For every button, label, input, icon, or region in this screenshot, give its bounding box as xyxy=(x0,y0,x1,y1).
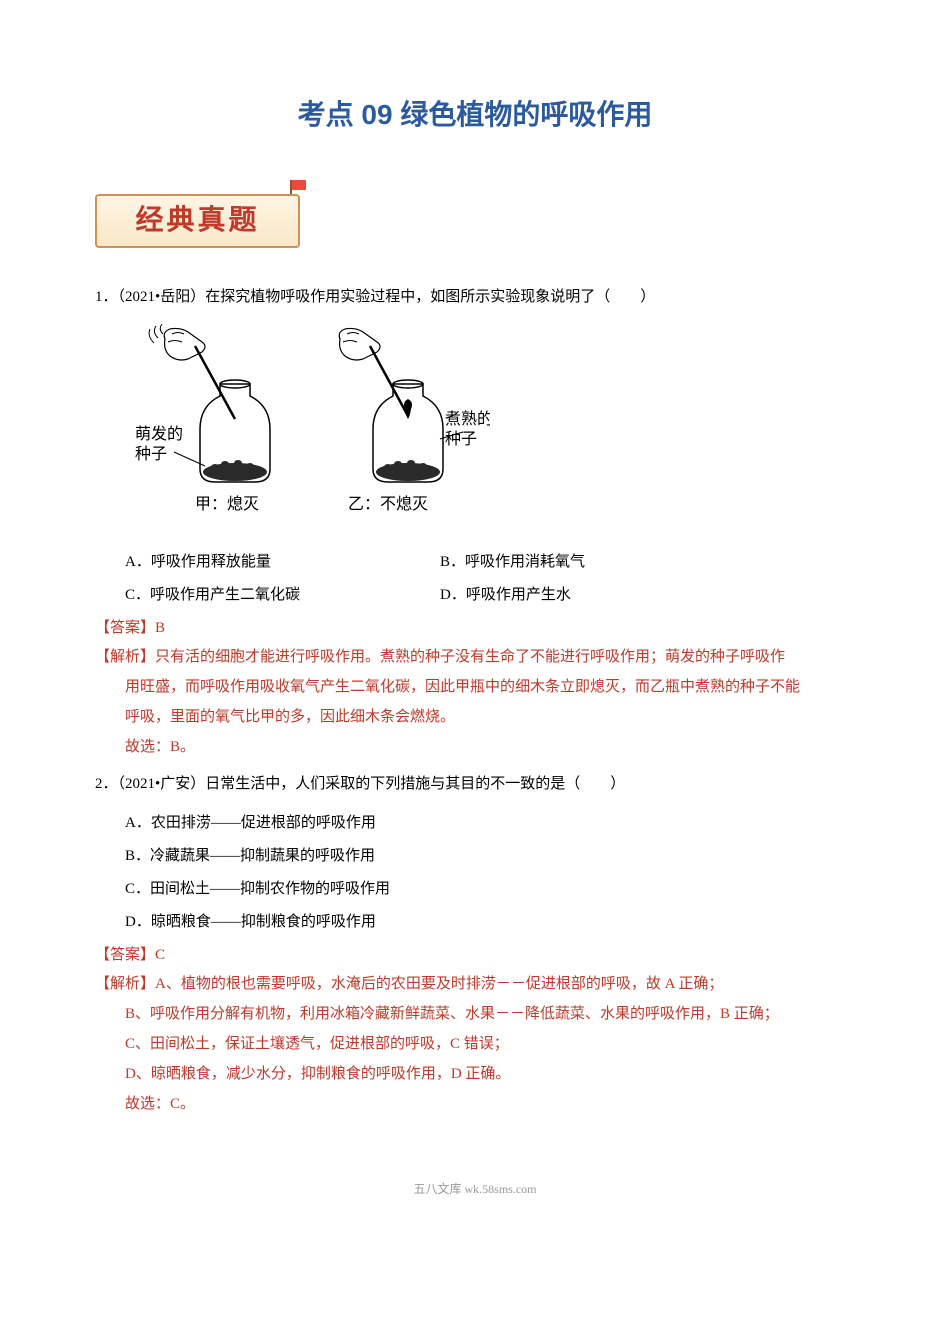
answer-prefix: 【答案】 xyxy=(95,947,155,963)
analysis-letter: A、 xyxy=(155,976,181,992)
option-b: B．冷藏蔬果——抑制蔬果的呼吸作用 xyxy=(125,843,855,870)
question-text: 在探究植物呼吸作用实验过程中，如图所示实验现象说明了（ ） xyxy=(205,289,655,305)
badge-container: 经典真题 xyxy=(95,180,855,258)
option-text: 呼吸作用消耗氧气 xyxy=(465,554,585,570)
analysis-block: 【解析】只有活的细胞才能进行呼吸作用。煮熟的种子没有生命了不能进行呼吸作用；萌发… xyxy=(95,642,855,762)
bottle-right-caption: 乙：不熄灭 xyxy=(348,495,428,513)
option-text: 呼吸作用产生水 xyxy=(466,587,571,603)
option-letter: D． xyxy=(440,587,466,603)
options-row-1: A．呼吸作用释放能量 B．呼吸作用消耗氧气 xyxy=(125,549,855,576)
analysis-text: 植物的根也需要呼吸，水淹后的农田要及时排涝－－促进根部的呼吸，故 A 正确； xyxy=(181,976,724,992)
question-source: （2021•广安） xyxy=(118,776,206,792)
analysis-text: 晾晒粮食，减少水分，抑制粮食的呼吸作用，D 正确。 xyxy=(151,1066,511,1082)
answer-line: 【答案】B xyxy=(95,615,855,642)
bottle-right-label-top: 煮熟的 xyxy=(445,410,490,428)
answer-value: C xyxy=(155,947,165,963)
option-text: 农田排涝——促进根部的呼吸作用 xyxy=(151,815,376,831)
bottle-left-label-bottom: 种子 xyxy=(135,445,167,463)
option-text: 冷藏蔬果——抑制蔬果的呼吸作用 xyxy=(150,848,375,864)
analysis-block: 【解析】A、植物的根也需要呼吸，水淹后的农田要及时排涝－－促进根部的呼吸，故 A… xyxy=(95,969,855,1119)
answer-line: 【答案】C xyxy=(95,942,855,969)
options-column: A．农田排涝——促进根部的呼吸作用 B．冷藏蔬果——抑制蔬果的呼吸作用 C．田间… xyxy=(125,810,855,936)
analysis-prefix: 【解析】 xyxy=(95,649,155,665)
option-letter: A． xyxy=(125,554,151,570)
hand-right-icon xyxy=(339,328,412,419)
option-d: D．呼吸作用产生水 xyxy=(440,582,571,609)
option-letter: B． xyxy=(440,554,465,570)
classic-questions-badge: 经典真题 xyxy=(95,180,300,248)
option-letter: A． xyxy=(125,815,151,831)
badge-box: 经典真题 xyxy=(95,194,300,248)
option-a: A．呼吸作用释放能量 xyxy=(125,549,440,576)
option-text: 晾晒粮食——抑制粮食的呼吸作用 xyxy=(151,914,376,930)
question-text: 日常生活中，人们采取的下列措施与其目的不一致的是（ ） xyxy=(205,776,625,792)
analysis-line-d: D、晾晒粮食，减少水分，抑制粮食的呼吸作用，D 正确。 xyxy=(125,1059,855,1089)
question-1: 1．（2021•岳阳）在探究植物呼吸作用实验过程中，如图所示实验现象说明了（ ） xyxy=(95,283,855,762)
analysis-letter: B、 xyxy=(125,1006,150,1022)
bottle-left-caption: 甲：熄灭 xyxy=(195,495,259,513)
analysis-conclusion: 故选：B。 xyxy=(125,732,855,762)
analysis-line-a: 【解析】A、植物的根也需要呼吸，水淹后的农田要及时排涝－－促进根部的呼吸，故 A… xyxy=(95,969,855,999)
page-footer: 五八文库 wk.58sms.com xyxy=(95,1179,855,1201)
bottle-right-label-bottom: 种子 xyxy=(445,430,477,448)
analysis-conclusion: 故选：C。 xyxy=(125,1089,855,1119)
analysis-line-2: 用旺盛，而呼吸作用吸收氧气产生二氧化碳，因此甲瓶中的细木条立即熄灭，而乙瓶中煮熟… xyxy=(125,672,855,702)
question-number: 2． xyxy=(95,776,118,792)
answer-prefix: 【答案】 xyxy=(95,620,155,636)
badge-text: 经典真题 xyxy=(135,196,259,246)
option-letter: C． xyxy=(125,881,150,897)
analysis-line-c: C、田间松土，保证土壤透气，促进根部的呼吸，C 错误； xyxy=(125,1029,855,1059)
analysis-line-3: 呼吸，里面的氧气比甲的多，因此细木条会燃烧。 xyxy=(125,702,855,732)
analysis-text: 呼吸作用分解有机物，利用冰箱冷藏新鲜蔬菜、水果－－降低蔬菜、水果的呼吸作用，B … xyxy=(150,1006,779,1022)
option-letter: D． xyxy=(125,914,151,930)
question-stem: 1．（2021•岳阳）在探究植物呼吸作用实验过程中，如图所示实验现象说明了（ ） xyxy=(95,283,855,312)
question-source: （2021•岳阳） xyxy=(118,289,206,305)
option-text: 呼吸作用释放能量 xyxy=(151,554,271,570)
option-letter: B． xyxy=(125,848,150,864)
experiment-diagram: 萌发的 种子 甲：熄灭 xyxy=(130,324,855,534)
hand-left-icon xyxy=(149,324,235,419)
option-a: A．农田排涝——促进根部的呼吸作用 xyxy=(125,810,855,837)
analysis-text: 田间松土，保证土壤透气，促进根部的呼吸，C 错误； xyxy=(150,1036,509,1052)
option-c: C．田间松土——抑制农作物的呼吸作用 xyxy=(125,876,855,903)
option-c: C．呼吸作用产生二氧化碳 xyxy=(125,582,440,609)
options-row-2: C．呼吸作用产生二氧化碳 D．呼吸作用产生水 xyxy=(125,582,855,609)
option-letter: C． xyxy=(125,587,150,603)
bottle-left-label-top: 萌发的 xyxy=(135,425,183,443)
question-stem: 2．（2021•广安）日常生活中，人们采取的下列措施与其目的不一致的是（ ） xyxy=(95,770,855,799)
option-text: 田间松土——抑制农作物的呼吸作用 xyxy=(150,881,390,897)
option-d: D．晾晒粮食——抑制粮食的呼吸作用 xyxy=(125,909,855,936)
bottles-svg: 萌发的 种子 甲：熄灭 xyxy=(130,324,490,534)
option-b: B．呼吸作用消耗氧气 xyxy=(440,549,585,576)
page-title: 考点 09 绿色植物的呼吸作用 xyxy=(95,90,855,140)
analysis-letter: C、 xyxy=(125,1036,150,1052)
analysis-text: 只有活的细胞才能进行呼吸作用。煮熟的种子没有生命了不能进行呼吸作用；萌发的种子呼… xyxy=(155,649,785,665)
question-number: 1． xyxy=(95,289,118,305)
option-text: 呼吸作用产生二氧化碳 xyxy=(150,587,300,603)
analysis-line-b: B、呼吸作用分解有机物，利用冰箱冷藏新鲜蔬菜、水果－－降低蔬菜、水果的呼吸作用，… xyxy=(125,999,855,1029)
question-2: 2．（2021•广安）日常生活中，人们采取的下列措施与其目的不一致的是（ ） A… xyxy=(95,770,855,1120)
analysis-letter: D、 xyxy=(125,1066,151,1082)
analysis-line-1: 【解析】只有活的细胞才能进行呼吸作用。煮熟的种子没有生命了不能进行呼吸作用；萌发… xyxy=(95,642,855,672)
analysis-prefix: 【解析】 xyxy=(95,976,155,992)
answer-value: B xyxy=(155,620,165,636)
